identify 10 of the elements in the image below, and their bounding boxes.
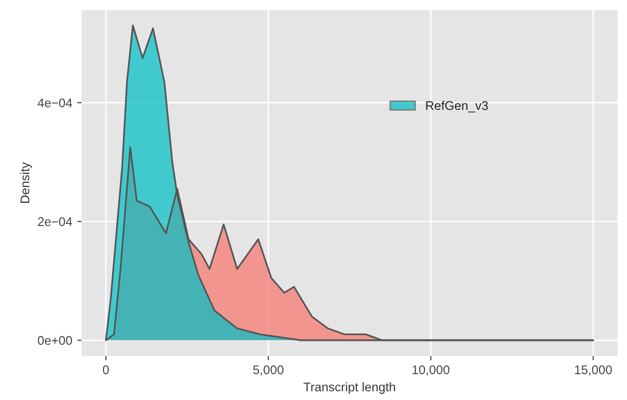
x-tick-label: 10,000 xyxy=(412,365,450,376)
x-tick-label: 5,000 xyxy=(253,365,284,376)
x-tick-label: 0 xyxy=(102,365,109,374)
y-tick-label: 4e−04 xyxy=(38,98,72,108)
y-tick-label: 0e+00 xyxy=(38,336,72,345)
legend-label: RefGen_v3 xyxy=(426,100,488,112)
y-axis-title: Density xyxy=(20,162,32,203)
y-tick-label: 2e−04 xyxy=(38,217,72,226)
x-tick-label: 15,000 xyxy=(575,365,612,376)
x-axis-title: Transcript length xyxy=(304,382,396,394)
